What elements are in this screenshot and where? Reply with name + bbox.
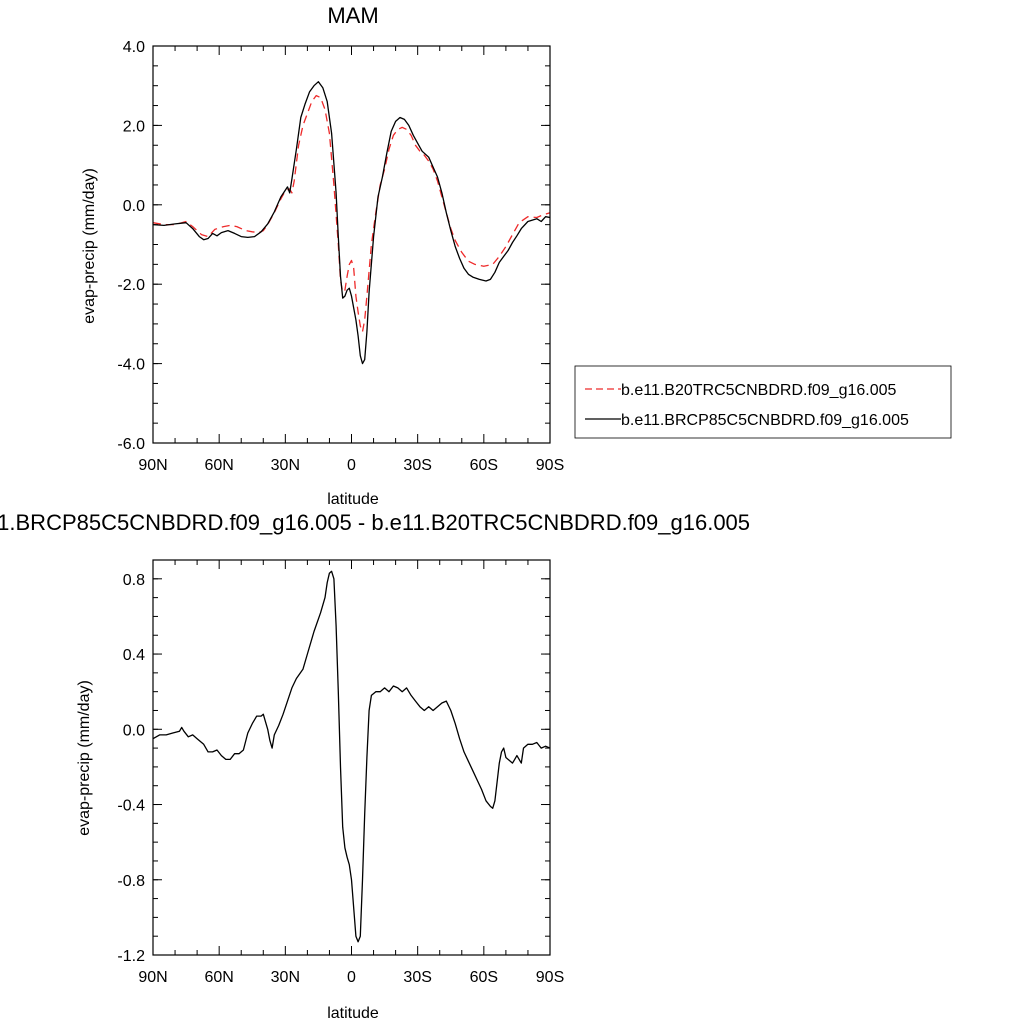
x-axis-label: latitude: [327, 491, 379, 508]
y-tick-label: -4.0: [117, 357, 145, 374]
y-tick-label: 2.0: [123, 118, 145, 135]
x-tick-label: 90N: [138, 969, 167, 986]
y-tick-labels: 4.0 2.0 0.0 -2.0 -4.0 -6.0: [117, 39, 145, 453]
y-tick-label: 0.4: [123, 647, 145, 664]
y-axis-label: evap-precip (mm/day): [76, 680, 93, 836]
series-line-dashed: [152, 94, 551, 333]
chart-title: MAM: [327, 3, 378, 28]
y-tick-label: -0.8: [117, 873, 145, 890]
plot-frame: [152, 45, 551, 444]
y-tick-label: 0.8: [123, 572, 145, 589]
x-tick-label: 60N: [204, 457, 233, 474]
y-tick-label: 0.0: [123, 198, 145, 215]
x-tick-label: 90S: [536, 969, 564, 986]
series-line-solid: [152, 570, 551, 943]
plot-frame: [152, 559, 551, 956]
y-tick-label: -0.4: [117, 798, 145, 815]
series-group: [152, 81, 551, 365]
y-tick-label: -6.0: [117, 436, 145, 453]
top-panel: MAM latitude evap-precip (mm/day) 90N 60N…: [81, 3, 564, 508]
x-tick-label: 30S: [403, 457, 431, 474]
chart-title: b.e11.BRCP85C5CNBDRD.f09_g16.005 - b.e11…: [0, 510, 750, 535]
legend-entry-label: b.e11.B20TRC5CNBDRD.f09_g16.005: [621, 382, 897, 399]
x-tick-label: 30S: [403, 969, 431, 986]
y-tick-label: 0.0: [123, 722, 145, 739]
x-tick-label: 60S: [470, 457, 498, 474]
legend: b.e11.B20TRC5CNBDRD.f09_g16.005 b.e11.BR…: [574, 365, 952, 439]
series-line-solid: [152, 81, 551, 365]
tick-marks: [152, 559, 551, 956]
x-tick-label: 60N: [204, 969, 233, 986]
x-tick-labels: 90N 60N 30N 0 30S 60S 90S: [138, 457, 564, 474]
legend-entry-label: b.e11.BRCP85C5CNBDRD.f09_g16.005: [621, 412, 909, 429]
x-tick-labels: 90N 60N 30N 0 30S 60S 90S: [138, 969, 564, 986]
x-tick-label: 30N: [271, 457, 300, 474]
tick-marks: [152, 45, 551, 444]
legend-box: [574, 365, 952, 439]
bottom-panel: b.e11.BRCP85C5CNBDRD.f09_g16.005 - b.e11…: [0, 510, 750, 1022]
series-group: [152, 570, 551, 943]
y-tick-label: 4.0: [123, 39, 145, 56]
y-axis-label: evap-precip (mm/day): [81, 168, 98, 324]
y-tick-labels: 0.8 0.4 0.0 -0.4 -0.8 -1.2: [117, 572, 145, 965]
x-tick-label: 0: [347, 969, 356, 986]
x-tick-label: 90N: [138, 457, 167, 474]
y-tick-label: -1.2: [117, 948, 145, 965]
x-tick-label: 30N: [271, 969, 300, 986]
y-tick-label: -2.0: [117, 277, 145, 294]
x-tick-label: 60S: [470, 969, 498, 986]
x-tick-label: 90S: [536, 457, 564, 474]
x-tick-label: 0: [347, 457, 356, 474]
x-axis-label: latitude: [327, 1005, 379, 1022]
